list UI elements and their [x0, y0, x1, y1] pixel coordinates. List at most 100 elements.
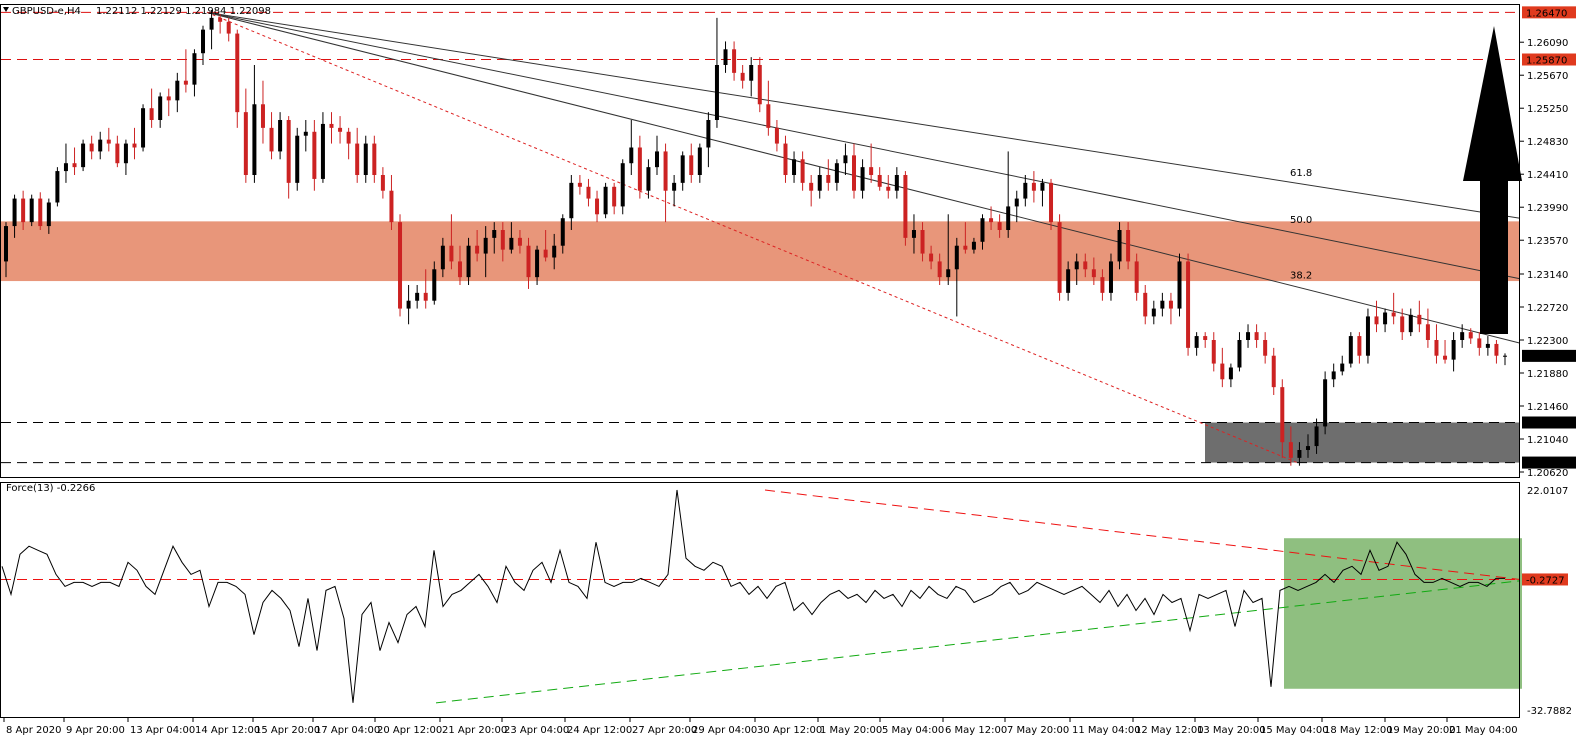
candle-body [577, 182, 582, 187]
candle-body [1477, 338, 1482, 348]
candle-body [1374, 316, 1379, 325]
candle-body [1365, 316, 1370, 356]
force-panel-frame [0, 482, 1520, 718]
candle-body [286, 120, 291, 183]
candle-body [141, 108, 146, 148]
candle-body [201, 29, 206, 54]
candle-body [1194, 336, 1199, 348]
candle-body [860, 167, 865, 191]
candle-body [398, 222, 403, 309]
candle-body [1263, 340, 1268, 356]
level-price-label: 1.25870 [1526, 56, 1567, 67]
axes: 1.26090 1.25670 1.25250 1.24830 1.24410 1.239… [0, 4, 1576, 736]
candle-body [723, 49, 728, 65]
candle-body [355, 143, 360, 175]
fan-line [206, 11, 1521, 219]
x-tick-label: 30 Apr 12:00 [757, 725, 822, 736]
candle-body [937, 261, 942, 278]
candles [4, 10, 1507, 466]
candle-body [1177, 261, 1182, 309]
candle-body [766, 104, 771, 128]
candle-body [697, 147, 702, 175]
candle-body [535, 249, 540, 278]
candle-body [1494, 343, 1499, 356]
candle-body [55, 171, 60, 203]
candle-body [663, 151, 668, 191]
candle-body [586, 186, 591, 199]
y-tick-label: 1.23140 [1527, 270, 1568, 281]
candle-body [1228, 367, 1233, 380]
candle-body [706, 120, 711, 148]
candle-body [783, 143, 788, 175]
candle-body [1168, 300, 1173, 309]
candle-body [380, 175, 385, 191]
candle-body [1040, 182, 1045, 191]
force-resistance-line [764, 489, 1521, 580]
candle-body [1417, 314, 1422, 325]
candle-body [1340, 363, 1345, 372]
candle-body [218, 17, 223, 22]
candle-body [72, 163, 77, 168]
y-tick-label: 1.26090 [1527, 38, 1568, 49]
candle-body [543, 249, 548, 258]
candle-body [1408, 314, 1413, 333]
candle-body [243, 112, 248, 175]
candle-body [886, 186, 891, 191]
chart-title: GBPUSD-e,H4 [12, 6, 81, 17]
candle-body [457, 261, 462, 278]
level-price-box [1522, 6, 1576, 19]
candle-body [971, 241, 976, 250]
x-tick-label: 1 May 20:00 [820, 725, 882, 736]
candle-body [183, 80, 188, 85]
level-price-box [1522, 53, 1576, 66]
x-tick-label: 18 May 12:00 [1324, 725, 1393, 736]
candle-body [989, 218, 994, 223]
candle-body [792, 159, 797, 175]
x-tick-label: 5 May 04:00 [882, 725, 944, 736]
ohlc-readout: 1.22112 1.22129 1.21984 1.22098 [96, 6, 271, 17]
x-tick-label: 8 Apr 2020 [6, 725, 61, 736]
candle-body [809, 182, 814, 191]
x-tick-label: 13 Apr 04:00 [130, 725, 195, 736]
candle-body [997, 222, 1002, 230]
candle-body [612, 186, 617, 207]
candle-body [252, 104, 257, 175]
candle-body [12, 198, 17, 227]
candle-body [303, 131, 308, 136]
candle-body [1126, 230, 1131, 262]
support-zone [1205, 422, 1519, 463]
candle-body [295, 135, 300, 183]
candle-body [63, 163, 68, 172]
candle-body [689, 155, 694, 175]
candle-body [526, 245, 531, 278]
candle-body [1049, 182, 1054, 223]
candle-body [1280, 387, 1285, 443]
force-tick-label: -32.7882 [1527, 706, 1572, 717]
candle-body [1014, 198, 1019, 207]
price-panel: 61.8 50.0 38.2 GBPUSD-e,H4 1.22112 1.22129… [1, 6, 1522, 466]
indicator-title: Force(13) -0.2266 [6, 483, 95, 494]
candle-body [714, 65, 719, 120]
level-price-label: 1.26470 [1526, 8, 1567, 19]
candle-body [209, 17, 214, 30]
candle-body [1134, 261, 1139, 293]
candle-body [680, 155, 685, 183]
candle-body [1254, 332, 1259, 340]
candle-body [1057, 222, 1062, 293]
candle-body [1091, 269, 1096, 278]
x-tick-label: 11 May 04:00 [1072, 725, 1141, 736]
force-highlight-box [1284, 538, 1522, 689]
x-tick-label: 27 Apr 20:00 [632, 725, 697, 736]
candle-body [1323, 379, 1328, 427]
candle-body [1348, 336, 1353, 364]
fan-label: 38.2 [1290, 271, 1312, 282]
candle-body [852, 155, 857, 191]
candle-body [757, 65, 762, 105]
candle-body [1460, 332, 1465, 340]
y-tick-label: 1.21880 [1527, 369, 1568, 380]
candle-body [363, 143, 368, 175]
force-trendlines [1, 489, 1521, 704]
force-level-box [1522, 573, 1568, 586]
x-tick-label: 15 Apr 20:00 [255, 725, 320, 736]
candle-body [149, 108, 154, 120]
